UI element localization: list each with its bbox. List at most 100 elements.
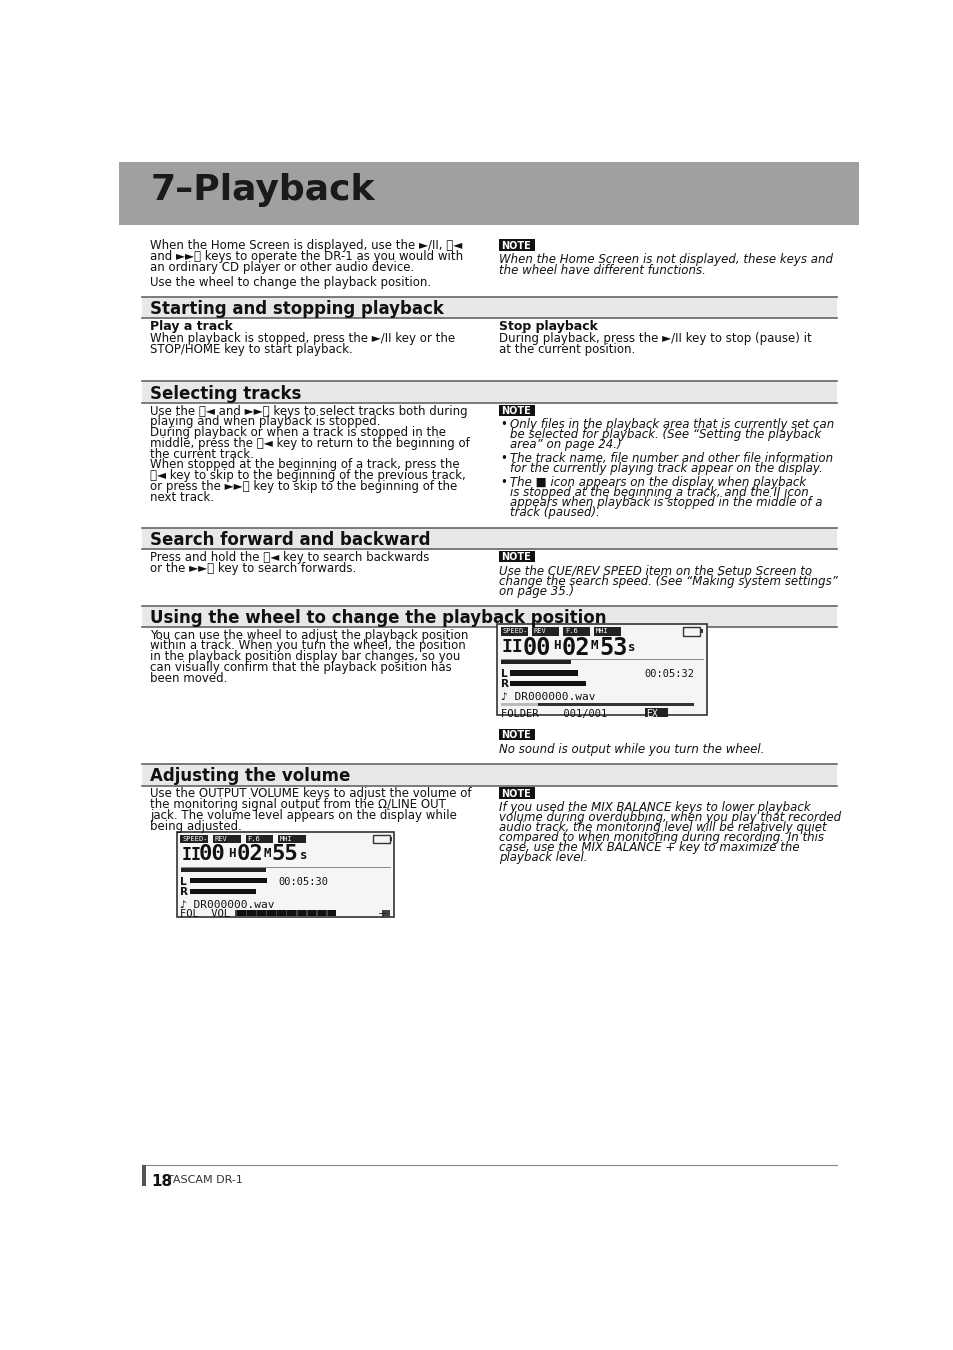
Text: an ordinary CD player or other audio device.: an ordinary CD player or other audio dev…: [150, 261, 414, 274]
Text: and ►►⧖ keys to operate the DR-1 as you would with: and ►►⧖ keys to operate the DR-1 as you …: [150, 250, 463, 263]
Text: FOLDER    001/001: FOLDER 001/001: [500, 709, 606, 718]
Bar: [509, 680, 585, 686]
Text: The ■ icon appears on the display when playback: The ■ icon appears on the display when p…: [509, 477, 805, 489]
Bar: [119, 162, 858, 225]
Text: case, use the MIX BALANCE + key to maximize the: case, use the MIX BALANCE + key to maxim…: [498, 841, 799, 855]
Text: R: R: [500, 679, 508, 690]
Text: R: R: [180, 887, 189, 898]
Text: Using the wheel to change the playback position: Using the wheel to change the playback p…: [150, 609, 606, 626]
Bar: [278, 836, 306, 844]
Text: s: s: [627, 641, 635, 653]
Bar: [498, 239, 534, 251]
Bar: [181, 868, 266, 872]
Text: When stopped at the beginning of a track, press the: When stopped at the beginning of a track…: [150, 459, 459, 471]
Text: the current track.: the current track.: [150, 448, 253, 460]
Bar: [373, 836, 390, 844]
Bar: [498, 729, 534, 740]
Bar: [700, 629, 702, 633]
Bar: [306, 910, 307, 915]
Text: MHI: MHI: [596, 628, 608, 634]
Bar: [497, 624, 706, 716]
Text: When playback is stopped, press the ►/II key or the: When playback is stopped, press the ►/II…: [150, 332, 455, 346]
Text: Use the CUE/REV SPEED item on the Setup Screen to: Use the CUE/REV SPEED item on the Setup …: [498, 564, 811, 578]
Bar: [509, 670, 578, 675]
Text: NOTE: NOTE: [500, 406, 531, 416]
Text: MHI: MHI: [279, 836, 293, 842]
Text: 02: 02: [561, 636, 590, 660]
Text: •: •: [500, 477, 507, 489]
Text: Use the ⧖◄ and ►►⧖ keys to select tracks both during: Use the ⧖◄ and ►►⧖ keys to select tracks…: [150, 405, 467, 417]
Text: 02: 02: [236, 844, 263, 864]
Text: Play a track: Play a track: [150, 320, 233, 333]
Text: playing and when playback is stopped.: playing and when playback is stopped.: [150, 416, 380, 428]
Text: •: •: [500, 452, 507, 466]
Text: for the currently playing track appear on the display.: for the currently playing track appear o…: [509, 462, 821, 475]
Text: During playback or when a track is stopped in the: During playback or when a track is stopp…: [150, 427, 446, 439]
Bar: [235, 910, 335, 915]
Bar: [500, 660, 571, 664]
Text: •: •: [500, 418, 507, 432]
Text: on page 35.): on page 35.): [498, 585, 574, 598]
Text: audio track, the monitoring level will be relatively quiet: audio track, the monitoring level will b…: [498, 821, 825, 834]
Bar: [213, 836, 241, 844]
Text: 53: 53: [598, 636, 627, 660]
Text: Press and hold the ⧖◄ key to search backwards: Press and hold the ⧖◄ key to search back…: [150, 551, 429, 564]
Bar: [390, 837, 392, 841]
Text: ⧖◄ key to skip to the beginning of the previous track,: ⧖◄ key to skip to the beginning of the p…: [150, 470, 465, 482]
Bar: [286, 910, 287, 915]
Text: next track.: next track.: [150, 491, 214, 504]
Text: appears when playback is stopped in the middle of a: appears when playback is stopped in the …: [509, 497, 821, 509]
Text: L: L: [500, 668, 507, 679]
Text: SPEED-: SPEED-: [182, 836, 208, 842]
Text: Adjusting the volume: Adjusting the volume: [150, 767, 351, 786]
Bar: [562, 628, 589, 636]
Bar: [500, 702, 537, 706]
Text: ♪ DR000000.wav: ♪ DR000000.wav: [180, 899, 274, 910]
Text: ♪ DR000000.wav: ♪ DR000000.wav: [500, 691, 595, 702]
Text: track (paused).: track (paused).: [509, 506, 599, 520]
Text: been moved.: been moved.: [150, 672, 228, 684]
Text: jack. The volume level appears on the display while: jack. The volume level appears on the di…: [150, 809, 456, 822]
Bar: [245, 910, 247, 915]
Text: No sound is output while you turn the wheel.: No sound is output while you turn the wh…: [498, 743, 763, 756]
Text: If you used the MIX BALANCE keys to lower playback: If you used the MIX BALANCE keys to lowe…: [498, 801, 810, 814]
Text: be selected for playback. (See “Setting the playback: be selected for playback. (See “Setting …: [509, 428, 821, 441]
Text: 55: 55: [272, 844, 298, 864]
Text: REV: REV: [534, 628, 546, 634]
Bar: [142, 382, 836, 404]
Bar: [266, 910, 267, 915]
Text: Use the wheel to change the playback position.: Use the wheel to change the playback pos…: [150, 275, 431, 289]
Text: middle, press the ⧖◄ key to return to the beginning of: middle, press the ⧖◄ key to return to th…: [150, 437, 470, 450]
Text: H: H: [228, 848, 235, 860]
Text: SPEED-: SPEED-: [502, 628, 528, 634]
Text: 18: 18: [152, 1173, 172, 1189]
Bar: [498, 405, 534, 416]
Bar: [142, 606, 836, 628]
Bar: [382, 910, 390, 917]
Text: change the search speed. (See “Making system settings”: change the search speed. (See “Making sy…: [498, 575, 837, 587]
Text: 00:05:32: 00:05:32: [644, 668, 694, 679]
Text: the wheel have different functions.: the wheel have different functions.: [498, 263, 705, 277]
Bar: [500, 702, 694, 706]
Text: or press the ►►⧖ key to skip to the beginning of the: or press the ►►⧖ key to skip to the begi…: [150, 481, 457, 493]
Text: F.6: F.6: [247, 836, 259, 842]
Text: NOTE: NOTE: [500, 788, 531, 799]
Text: Only files in the playback area that is currently set can: Only files in the playback area that is …: [509, 418, 833, 432]
Text: M: M: [263, 848, 271, 860]
Bar: [177, 832, 394, 917]
Text: During playback, press the ►/II key to stop (pause) it: During playback, press the ►/II key to s…: [498, 332, 811, 346]
Text: +: +: [377, 909, 386, 919]
Text: STOP/HOME key to start playback.: STOP/HOME key to start playback.: [150, 343, 353, 356]
Bar: [498, 787, 534, 799]
Bar: [180, 836, 208, 844]
Text: EX: EX: [645, 709, 658, 718]
Bar: [295, 910, 297, 915]
Text: NOTE: NOTE: [500, 552, 531, 563]
Text: TASCAM DR-1: TASCAM DR-1: [167, 1176, 243, 1185]
Text: Starting and stopping playback: Starting and stopping playback: [150, 300, 444, 317]
Text: area” on page 24.): area” on page 24.): [509, 439, 620, 451]
Bar: [245, 836, 274, 844]
Text: NOTE: NOTE: [500, 240, 531, 251]
Text: 00: 00: [199, 844, 226, 864]
Text: FOL  VOL -: FOL VOL -: [180, 909, 243, 919]
